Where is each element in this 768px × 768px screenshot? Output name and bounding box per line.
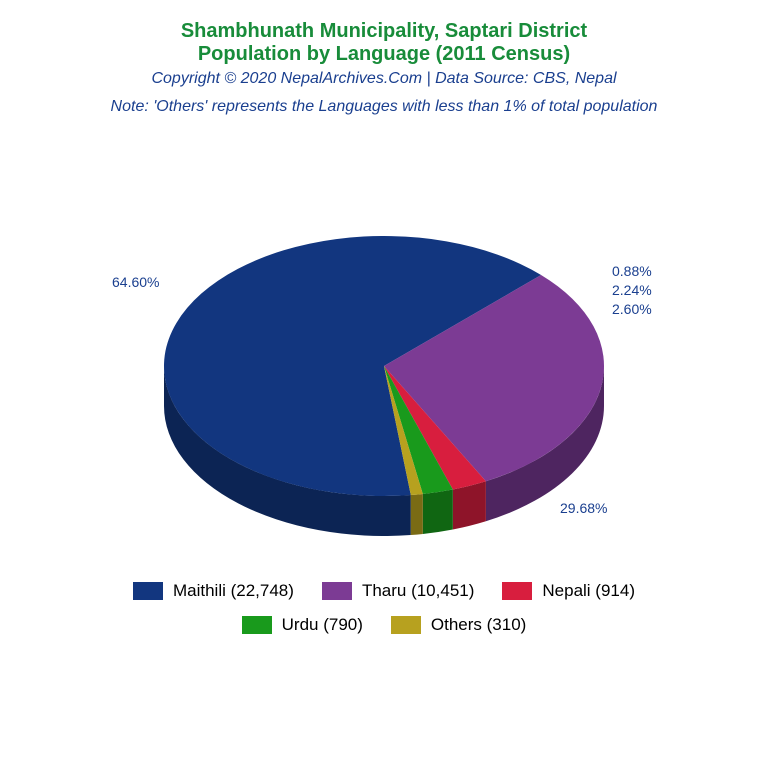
pie-chart: 64.60% 29.68% 2.60% 2.24% 0.88% (0, 126, 768, 566)
legend-item: Urdu (790) (242, 608, 363, 642)
legend-label: Nepali (914) (542, 574, 635, 608)
chart-title-line2: Population by Language (2011 Census) (0, 43, 768, 66)
legend-item: Maithili (22,748) (133, 574, 294, 608)
pie-side (423, 489, 453, 533)
legend-swatch (322, 582, 352, 600)
pie-svg (0, 126, 768, 566)
legend-swatch (502, 582, 532, 600)
legend-swatch (391, 616, 421, 634)
legend: Maithili (22,748) Tharu (10,451) Nepali (9… (0, 574, 768, 642)
legend-swatch (133, 582, 163, 600)
legend-label: Maithili (22,748) (173, 574, 294, 608)
pct-label: 2.60% (612, 301, 652, 317)
pct-label: 29.68% (560, 500, 607, 516)
pct-label: 2.24% (612, 282, 652, 298)
pct-label: 64.60% (112, 274, 159, 290)
legend-label: Others (310) (431, 608, 526, 642)
legend-item: Others (310) (391, 608, 526, 642)
title-block: Shambhunath Municipality, Saptari Distri… (0, 0, 768, 116)
legend-item: Nepali (914) (502, 574, 635, 608)
legend-swatch (242, 616, 272, 634)
copyright-line: Copyright © 2020 NepalArchives.Com | Dat… (0, 70, 768, 88)
note-line: Note: 'Others' represents the Languages … (0, 98, 768, 116)
legend-row: Maithili (22,748) Tharu (10,451) Nepali (9… (0, 574, 768, 608)
chart-title-line1: Shambhunath Municipality, Saptari Distri… (0, 20, 768, 43)
legend-label: Tharu (10,451) (362, 574, 474, 608)
legend-label: Urdu (790) (282, 608, 363, 642)
pct-label: 0.88% (612, 263, 652, 279)
legend-row: Urdu (790) Others (310) (0, 608, 768, 642)
legend-item: Tharu (10,451) (322, 574, 474, 608)
pie-side (411, 494, 423, 535)
